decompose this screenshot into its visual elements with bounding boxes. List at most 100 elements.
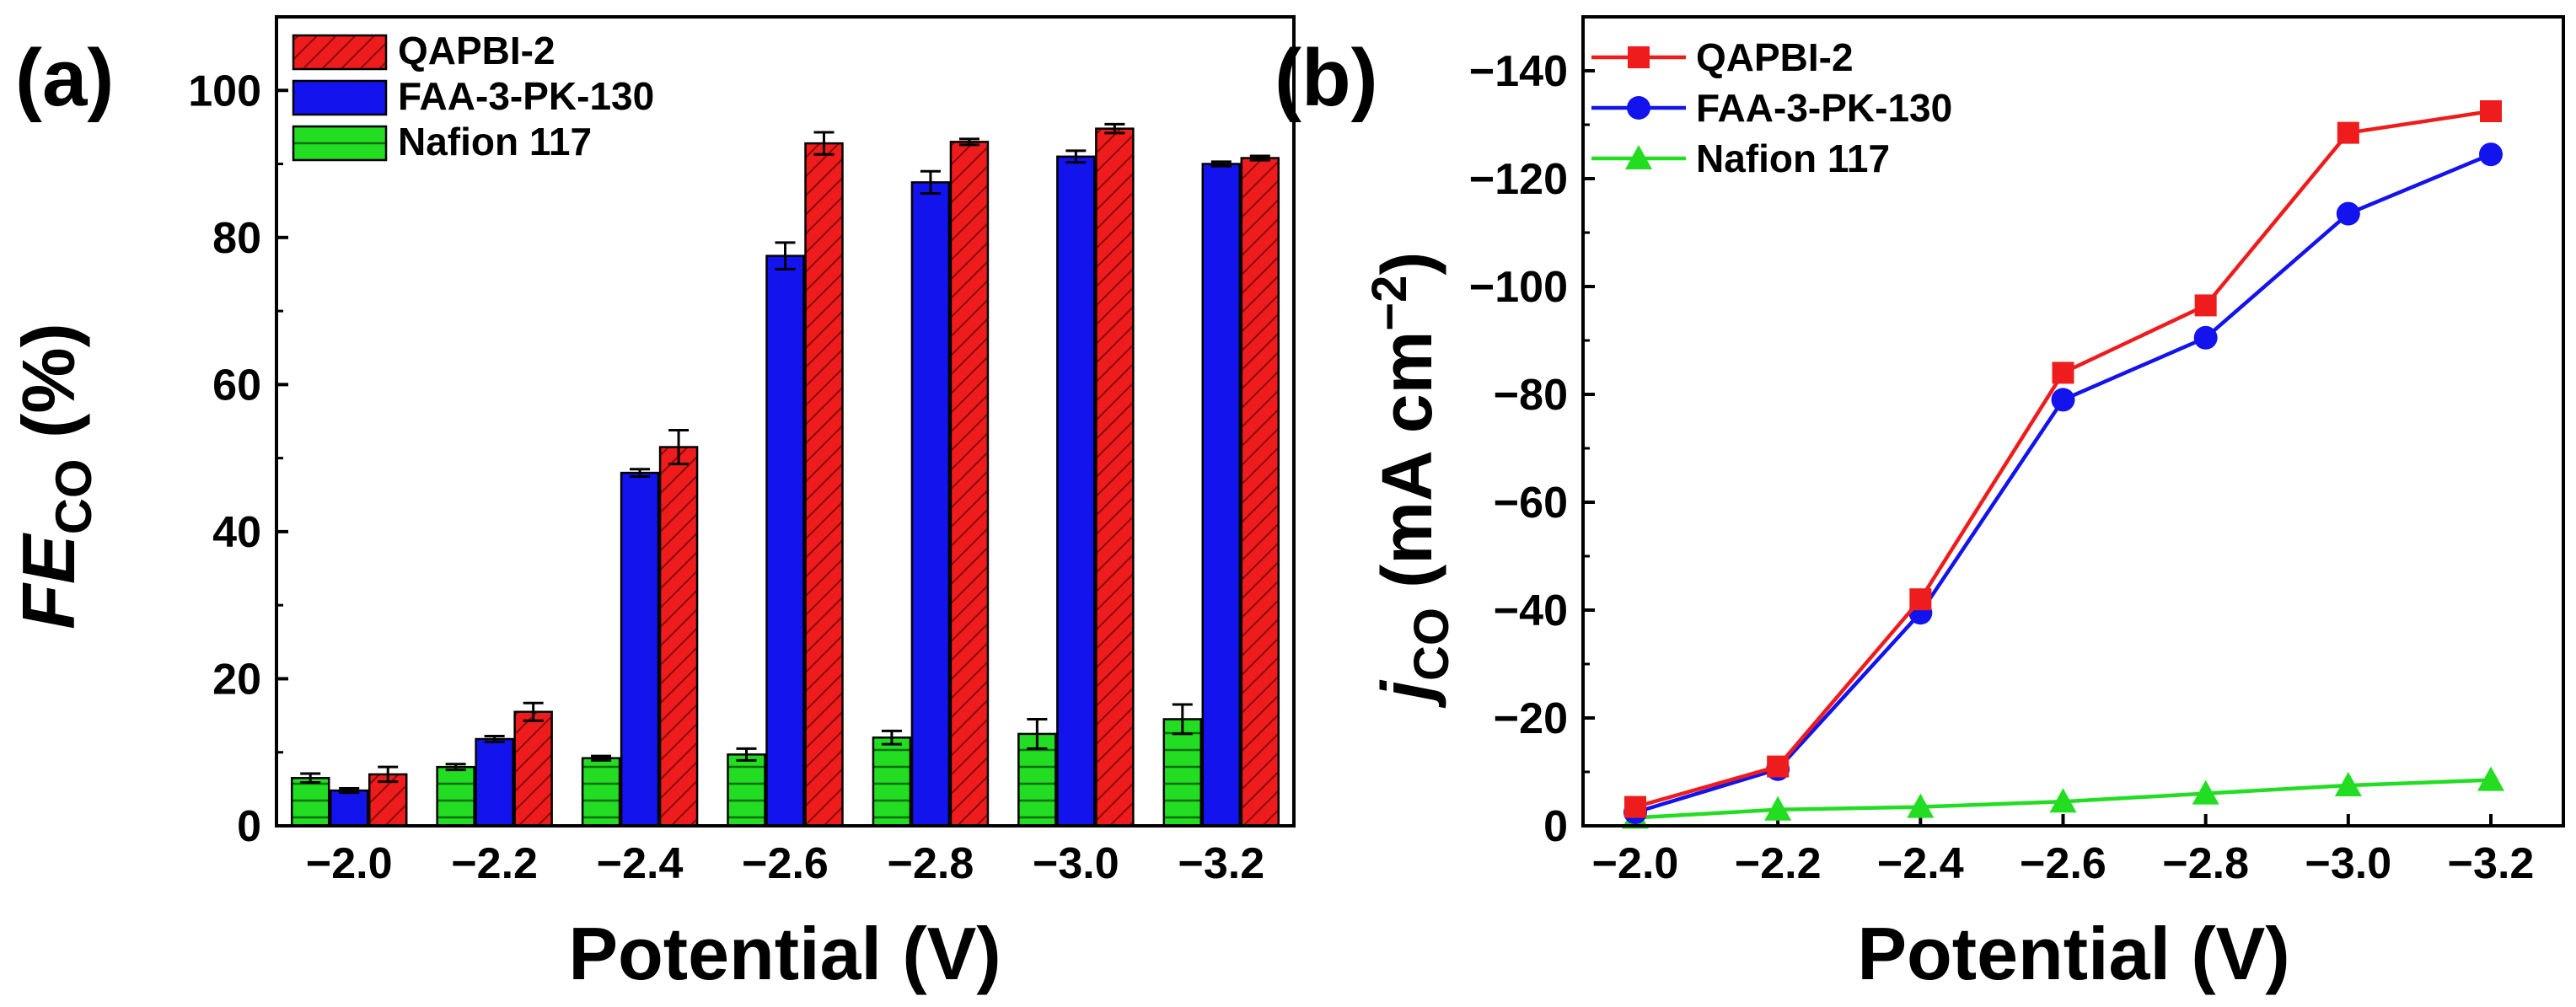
bar-faa [765,254,805,828]
a-ytick-label: 40 [212,508,261,557]
b-ytick-label: −20 [1494,694,1568,743]
legend-swatch-faa [292,79,388,116]
bar-qapbi [1240,157,1280,828]
bar-qapbi [658,446,699,828]
legend-swatch-nafion [292,125,388,162]
legend-label-qapbi: QAPBI-2 [1696,35,1854,79]
point-qapbi [2480,100,2502,122]
legend-label-faa: FAA-3-PK-130 [1696,86,1952,130]
point-qapbi [2052,362,2074,384]
b-xtick-label: −2.4 [1877,839,1964,888]
panel-b-ylabel: jCO (mA cm−2) [1362,252,1459,710]
line-qapbi [1634,109,2492,809]
point-qapbi [2337,121,2359,144]
b-xtick-label: −2.2 [1735,839,1822,888]
a-ytick-label: 0 [237,802,261,851]
a-xtick-label: −3.0 [1033,839,1119,888]
bar-nafion [436,765,475,828]
a-ytick-label: 60 [212,361,261,410]
line-faa [1634,153,2492,815]
panel-b-ylabel-sup: −2 [1362,276,1417,331]
point-nafion [2192,779,2219,805]
legend-label-qapbi: QAPBI-2 [398,29,555,72]
a-ytick-label: 100 [188,67,261,115]
legend-swatch-qapbi [292,34,388,71]
panel-a-xlabel: Potential (V) [568,912,1001,995]
b-xtick-label: −2.8 [2162,839,2249,888]
bar-faa [475,737,514,828]
point-nafion [2049,788,2077,813]
point-nafion [2334,772,2362,796]
bar-nafion [727,753,766,828]
panel-a-bars [290,122,1280,828]
bar-faa [1056,155,1096,828]
legend-label-nafion: Nafion 117 [398,120,592,163]
bar-faa [329,789,369,828]
b-xtick-label: −2.0 [1592,839,1679,888]
point-faa [2479,142,2503,167]
a-xtick-label: −2.0 [306,839,393,888]
panel-a-axes: 0 20 40 60 80 100 −2.0 −2.2 −2.4 −2.6 −2.8 −3.0 −3.2 [188,67,1264,888]
bar-qapbi [949,141,990,828]
bar-faa [910,181,951,828]
point-qapbi [1909,588,1932,611]
point-nafion [1764,795,1792,821]
panel-b-ylabel-main: j [1367,679,1446,709]
b-ytick-label: −60 [1494,479,1568,528]
point-faa [2051,388,2075,412]
panel-b-xlabel: Potential (V) [1857,912,2289,995]
panel-b-label: (b) [1275,33,1378,123]
bar-qapbi [513,710,553,828]
point-faa [2193,325,2218,350]
bar-nafion [581,757,621,828]
point-nafion [2477,766,2504,791]
a-xtick-label: −2.2 [451,839,538,888]
b-ytick-label: −40 [1494,587,1568,635]
b-ytick-label: −100 [1469,263,1568,312]
bar-nafion [1162,718,1203,828]
panel-b-ylabel-sub: CO [1404,608,1459,681]
panel-a-ylabel-suffix: (%) [7,323,90,458]
b-ytick-label: −80 [1494,371,1568,420]
a-xtick-label: −2.4 [597,839,684,888]
panel-b-ylabel-close: ) [1367,252,1446,276]
panel-a-plot-frame [275,15,1296,828]
bar-nafion [872,737,912,828]
a-ytick-label: 80 [212,214,261,263]
b-xtick-label: −3.2 [2448,839,2535,888]
b-ytick-label: 0 [1543,802,1568,851]
point-qapbi [1624,795,1646,818]
panel-a-fe-chart: (a) FECO (%) 0 20 40 60 80 100 −2.0 −2.2 −2.4 −2.… [7,15,1296,995]
a-xtick-label: −2.6 [742,839,829,888]
a-ytick-label: 20 [212,655,261,704]
legend-label-faa: FAA-3-PK-130 [398,74,654,118]
panel-b-plot-frame [1581,15,2565,828]
legend-label-nafion: Nafion 117 [1696,137,1890,180]
panel-b-legend: QAPBI-2 FAA-3-PK-130 Nafion 117 [1591,35,1952,180]
b-xtick-label: −2.6 [2020,839,2106,888]
b-ytick-label: −120 [1469,155,1568,204]
point-nafion [1907,793,1935,818]
panel-a-label: (a) [15,33,114,123]
bar-qapbi [1095,127,1135,828]
point-faa [2336,201,2360,226]
b-ytick-label: −140 [1469,47,1568,96]
panel-a-ylabel-sub: CO [46,458,102,534]
a-xtick-label: −2.8 [888,839,974,888]
point-qapbi [2194,294,2217,317]
panel-a-ylabel: FECO (%) [7,323,102,629]
panel-a-ylabel-main: FE [7,533,90,629]
legend-marker-nafion [1625,145,1652,169]
panel-b-series [1622,100,2504,829]
bar-faa [620,471,660,828]
a-xtick-label: −3.2 [1178,839,1264,888]
point-qapbi [1767,755,1790,778]
bar-faa [1201,163,1242,828]
panel-b-current-chart: (b) jCO (mA cm−2) 0 −20 −40 −60 −80 −100 −120 −… [1275,15,2565,995]
b-xtick-label: −3.0 [2305,839,2392,888]
bar-nafion [290,777,330,828]
legend-marker-faa [1627,96,1650,120]
legend-marker-qapbi [1628,46,1650,68]
